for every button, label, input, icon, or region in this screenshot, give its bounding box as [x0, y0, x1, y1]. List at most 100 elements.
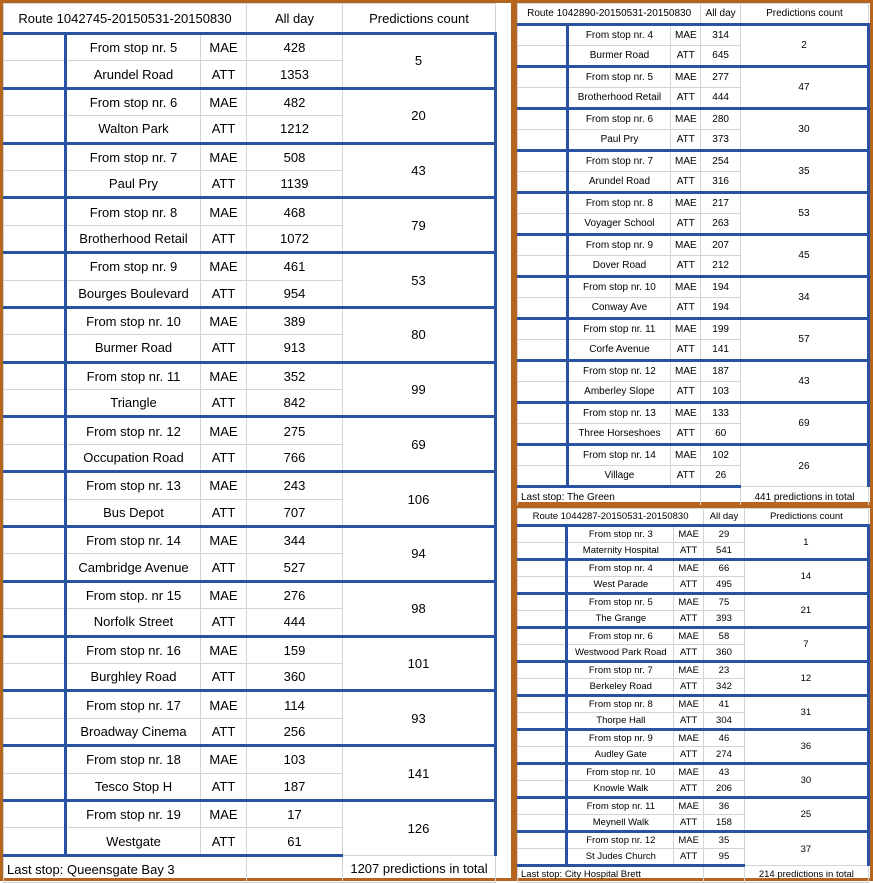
att-value: 256 [246, 717, 343, 747]
stop-name-cell: Brotherhood Retail [565, 87, 672, 109]
stop-name-cell: Burghley Road [64, 662, 201, 692]
att-value: 495 [703, 576, 745, 594]
from-stop-cell: From stop nr. 6 [565, 626, 675, 645]
empty-cell [516, 728, 568, 747]
table-row-stop: Tesco Stop H ATT 187 [3, 772, 496, 801]
table-row-stop: Corfe Avenue ATT 141 [517, 339, 869, 361]
table-row-stop: Brotherhood Retail ATT 444 [517, 87, 869, 109]
metric-label-mae: MAE [200, 31, 247, 62]
from-stop-cell: From stop nr. 14 [565, 443, 672, 466]
metric-label-att: ATT [200, 334, 247, 363]
table-row-stop: Voyager School ATT 263 [517, 213, 869, 235]
predictions-count: 93 [342, 689, 497, 747]
table-row-stop: Burmer Road ATT 913 [3, 334, 496, 363]
from-stop-cell: From stop nr. 7 [565, 149, 672, 172]
stop-name-cell: Voyager School [565, 213, 672, 235]
from-stop-cell: From stop nr. 5 [565, 592, 675, 611]
table-row-from: From stop nr. 8 MAE 468 79 [3, 196, 497, 254]
stop-name-cell: Brotherhood Retail [64, 224, 201, 254]
predictions-count: 5 [342, 32, 497, 89]
empty-cell [517, 297, 568, 319]
from-stop-cell: From stop nr. 7 [565, 660, 675, 679]
mae-value: 58 [703, 626, 745, 645]
predictions-count: 98 [342, 579, 497, 637]
from-stop-cell: From stop nr. 5 [565, 65, 672, 88]
metric-label-att: ATT [673, 644, 705, 662]
predictions-count: 99 [342, 360, 497, 418]
empty-cell [517, 23, 568, 46]
empty-cell [3, 389, 66, 418]
empty-cell [516, 780, 568, 798]
from-stop-cell: From stop nr. 18 [64, 744, 201, 774]
empty-cell [517, 129, 568, 151]
metric-label-mae: MAE [200, 579, 247, 610]
empty-cell [3, 251, 66, 281]
empty-cell [517, 65, 568, 88]
metric-label-att: ATT [670, 297, 702, 319]
mae-value: 277 [700, 65, 741, 88]
mae-value: 103 [246, 744, 343, 774]
empty-cell [516, 830, 568, 849]
att-value: 766 [246, 443, 343, 473]
metric-label-att: ATT [200, 608, 247, 637]
att-value: 393 [703, 610, 745, 628]
metric-label-mae: MAE [673, 558, 705, 577]
empty-cell [516, 746, 568, 764]
att-value: 304 [703, 712, 745, 730]
table-row-stop: Burghley Road ATT 360 [3, 662, 496, 692]
metric-label-mae: MAE [200, 470, 247, 500]
table-row-stop: Walton Park ATT 1212 [3, 115, 496, 144]
stop-name-cell: Thorpe Hall [565, 712, 675, 730]
empty-cell [516, 712, 568, 730]
mae-value: 102 [700, 443, 741, 466]
metric-label-att: ATT [200, 169, 247, 199]
metric-label-mae: MAE [670, 401, 702, 424]
table-row-from: From stop nr. 11 MAE 36 25 [516, 796, 871, 832]
metric-label-mae: MAE [200, 86, 247, 117]
metric-label-mae: MAE [200, 305, 247, 336]
predictions-count: 20 [342, 86, 497, 144]
mae-value: 114 [246, 689, 343, 719]
empty-cell [516, 542, 568, 560]
table-row-stop: Norfolk Street ATT 444 [3, 608, 496, 637]
mae-value: 36 [703, 796, 745, 815]
table-row-from: From stop nr. 6 MAE 280 30 [517, 107, 871, 151]
metric-label-mae: MAE [200, 360, 247, 391]
footer-row: Last stop: Queensgate Bay 3 1207 predicti… [3, 854, 496, 883]
table-row-stop: Audley Gate ATT 274 [516, 746, 869, 764]
empty-cell [517, 107, 568, 130]
empty-cell [3, 60, 66, 89]
table-row-stop: Bourges Boulevard ATT 954 [3, 279, 496, 308]
mae-value: 159 [246, 634, 343, 664]
last-stop-label: Last stop: Queensgate Bay 3 [3, 854, 247, 883]
table-row-stop: Triangle ATT 842 [3, 389, 496, 418]
empty-cell [517, 171, 568, 193]
empty-cell [246, 854, 343, 883]
table-row-from: From stop nr. 12 MAE 35 37 [516, 830, 871, 866]
mae-value: 428 [246, 31, 343, 62]
stop-name-cell: Conway Ave [565, 297, 672, 319]
empty-cell [516, 678, 568, 696]
att-value: 360 [246, 662, 343, 692]
empty-cell [3, 279, 66, 308]
from-stop-cell: From stop nr. 6 [565, 107, 672, 130]
empty-cell [3, 334, 66, 363]
table-row-stop: Cambridge Avenue ATT 527 [3, 553, 496, 582]
predictions-count: 30 [743, 762, 871, 798]
predictions-count: 69 [739, 401, 871, 445]
mae-value: 17 [246, 798, 343, 829]
att-value: 1072 [246, 224, 343, 254]
att-value: 141 [700, 339, 741, 361]
empty-cell [3, 553, 66, 582]
table-row-from: From stop. nr 15 MAE 276 98 [3, 579, 497, 637]
predictions-count: 53 [739, 191, 871, 235]
empty-cell [3, 169, 66, 199]
stop-name-cell: Burmer Road [565, 45, 672, 67]
table-row-from: From stop nr. 7 MAE 508 43 [3, 141, 497, 199]
metric-label-att: ATT [200, 498, 247, 528]
route-table: Route 1042890-20150531-20150830 All day … [516, 3, 871, 508]
empty-cell [3, 86, 66, 117]
empty-cell [3, 717, 66, 747]
from-stop-cell: From stop nr. 10 [64, 305, 201, 336]
mae-value: 243 [246, 470, 343, 500]
